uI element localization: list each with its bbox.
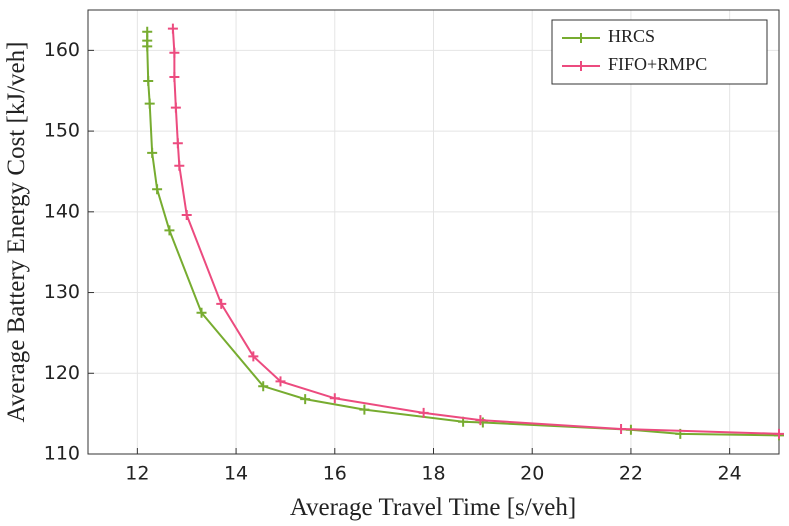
data-point (258, 381, 269, 392)
y-axis-label: Average Battery Energy Cost [kJ/veh] (3, 42, 30, 423)
data-point (142, 26, 153, 37)
x-tick-label: 18 (421, 463, 445, 485)
legend-box (551, 19, 768, 85)
x-tick-label: 22 (619, 463, 643, 485)
y-tick-label: 150 (44, 120, 80, 142)
data-point (169, 47, 180, 58)
data-point (172, 138, 183, 149)
legend-label: HRCS (608, 26, 655, 46)
x-tick-label: 12 (125, 463, 149, 485)
data-point (167, 23, 178, 34)
data-point (169, 72, 180, 83)
data-point (170, 102, 181, 113)
data-point (181, 210, 192, 221)
x-axis-label: Average Travel Time [s/veh] (290, 494, 576, 521)
data-point (329, 393, 340, 404)
data-point (174, 160, 185, 171)
data-point (143, 76, 154, 87)
y-tick-label: 160 (44, 39, 80, 61)
legend-marker (576, 61, 586, 71)
y-tick-label: 120 (44, 362, 80, 384)
data-point (142, 41, 153, 52)
data-point (216, 298, 227, 309)
data-point (359, 404, 370, 415)
x-tick-label: 24 (718, 463, 742, 485)
data-point (144, 98, 155, 109)
legend-marker (576, 33, 586, 43)
y-tick-label: 110 (44, 443, 80, 465)
data-point (196, 307, 207, 318)
data-point (164, 225, 175, 236)
y-tick-label: 140 (44, 200, 80, 222)
data-point (475, 415, 486, 426)
x-tick-label: 20 (520, 463, 544, 485)
data-point (616, 423, 627, 434)
data-point (152, 184, 163, 195)
data-point (275, 376, 286, 387)
data-point (418, 407, 429, 418)
x-tick-label: 14 (224, 463, 248, 485)
x-tick-label: 16 (323, 463, 347, 485)
y-tick-label: 130 (44, 281, 80, 303)
data-point (248, 351, 259, 362)
data-point (300, 394, 311, 405)
plot-frame (87, 9, 780, 455)
data-point (147, 147, 158, 158)
legend-label: FIFO+RMPC (608, 54, 707, 74)
data-point (774, 428, 784, 439)
